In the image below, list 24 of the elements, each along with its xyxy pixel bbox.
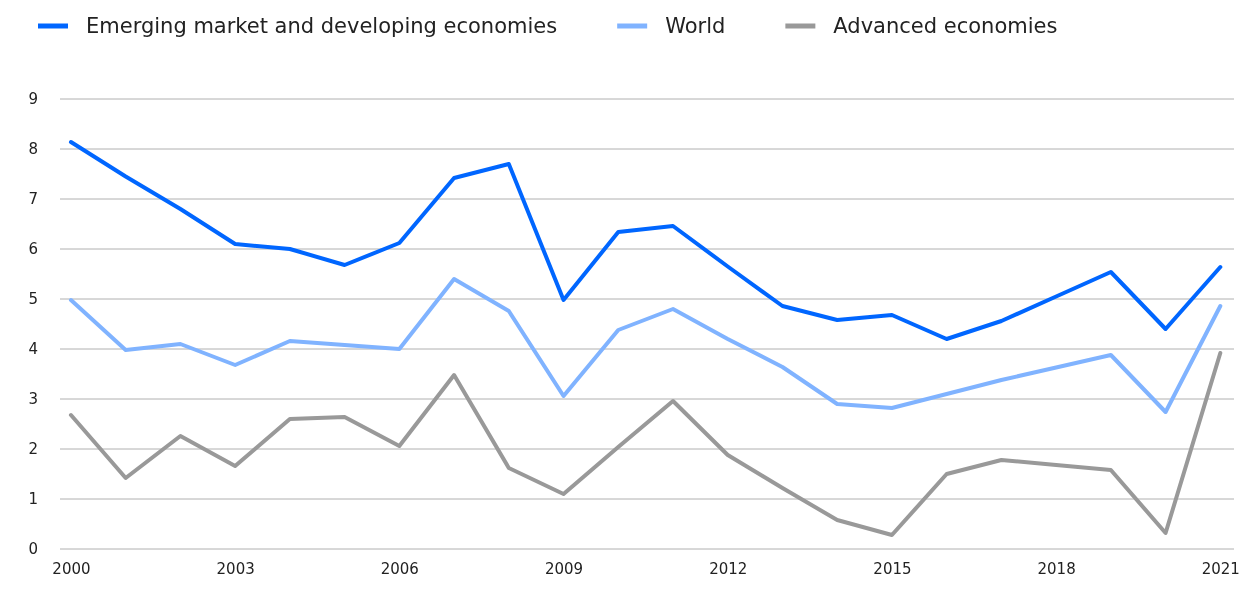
legend-label: Advanced economies bbox=[833, 14, 1058, 38]
x-tick-label: 2018 bbox=[1037, 559, 1076, 578]
x-tick-label: 2012 bbox=[709, 559, 748, 578]
legend-label: Emerging market and developing economies bbox=[86, 14, 558, 38]
x-tick-label: 2009 bbox=[544, 559, 584, 578]
x-tick-label: 2003 bbox=[216, 559, 255, 578]
y-tick-label: 8 bbox=[28, 140, 38, 159]
x-tick-label: 2015 bbox=[873, 559, 912, 578]
line-series bbox=[68, 351, 1223, 537]
y-tick-label: 9 bbox=[28, 90, 38, 109]
y-tick-label: 3 bbox=[28, 390, 38, 409]
x-tick-label: 2006 bbox=[380, 559, 419, 578]
x-tick-label: 2021 bbox=[1201, 559, 1240, 578]
y-tick-label: 1 bbox=[28, 490, 38, 509]
y-tick-label: 7 bbox=[28, 190, 38, 209]
line-series bbox=[68, 140, 1223, 341]
y-tick-label: 2 bbox=[28, 440, 38, 459]
legend-label: World bbox=[665, 14, 726, 38]
y-tick-label: 6 bbox=[28, 240, 38, 259]
y-tick-label: 4 bbox=[28, 340, 38, 359]
y-tick-label: 5 bbox=[28, 290, 38, 309]
y-tick-label: 0 bbox=[28, 540, 38, 559]
line-series bbox=[68, 277, 1223, 414]
x-tick-label: 2000 bbox=[52, 559, 91, 578]
